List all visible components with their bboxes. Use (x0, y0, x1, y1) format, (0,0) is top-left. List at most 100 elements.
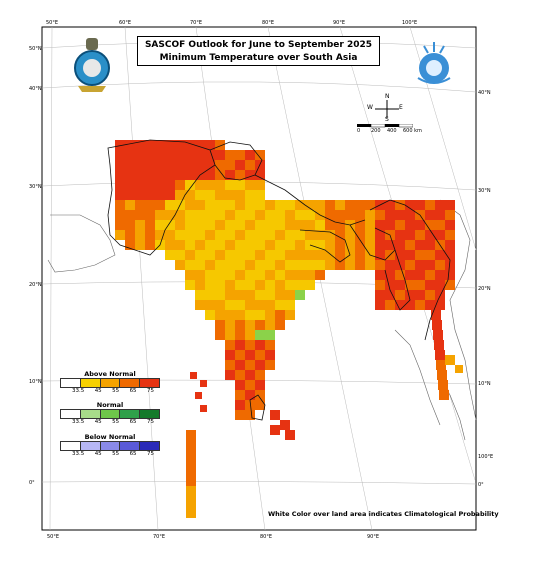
forecast-cell (235, 220, 245, 230)
forecast-cell (405, 200, 415, 210)
forecast-cell (255, 170, 265, 180)
legend-swatch (61, 442, 81, 450)
top-lon-label: 70°E (190, 20, 202, 26)
legend-swatch (120, 410, 141, 418)
forecast-cell (205, 170, 215, 180)
forecast-cell (365, 200, 375, 210)
forecast-cell (415, 280, 425, 290)
forecast-cell (295, 250, 305, 260)
legend-value: 55 (112, 419, 120, 425)
forecast-cell (255, 300, 265, 310)
forecast-cell (305, 280, 315, 290)
forecast-cell (245, 220, 255, 230)
forecast-cell (235, 400, 245, 410)
forecast-cell (125, 190, 135, 200)
legend-swatch (100, 442, 121, 450)
forecast-cell (135, 200, 145, 210)
forecast-cell (275, 300, 285, 310)
forecast-cell (305, 220, 315, 230)
forecast-cell (275, 210, 285, 220)
forecast-cell (125, 230, 135, 240)
forecast-cell (225, 180, 235, 190)
forecast-cell (155, 160, 165, 170)
forecast-cell (185, 280, 195, 290)
forecast-cell (235, 240, 245, 250)
forecast-cell (265, 250, 275, 260)
forecast-cell (205, 180, 215, 190)
forecast-cell (285, 230, 295, 240)
forecast-grid (115, 140, 463, 518)
forecast-cell (415, 290, 425, 300)
forecast-cell (245, 320, 255, 330)
forecast-cell (175, 230, 185, 240)
forecast-cell (275, 200, 285, 210)
forecast-cell (165, 180, 175, 190)
forecast-cell (245, 280, 255, 290)
forecast-cell (115, 160, 125, 170)
forecast-cell (135, 180, 145, 190)
forecast-cell (155, 220, 165, 230)
left-lat-label: 0° (29, 480, 35, 486)
forecast-cell (215, 210, 225, 220)
forecast-cell (445, 270, 455, 280)
forecast-cell (295, 230, 305, 240)
forecast-cell (385, 270, 395, 280)
forecast-cell (235, 350, 245, 360)
forecast-cell (175, 260, 185, 270)
forecast-cell (235, 320, 245, 330)
forecast-cell (115, 210, 125, 220)
forecast-cell (115, 170, 125, 180)
forecast-cell (385, 210, 395, 220)
forecast-cell (155, 170, 165, 180)
forecast-cell (345, 240, 355, 250)
forecast-cell (255, 240, 265, 250)
forecast-cell (255, 330, 265, 340)
bottom-lon-label: 80°E (260, 534, 272, 540)
forecast-cell (245, 190, 255, 200)
forecast-cell (245, 380, 255, 390)
legend-value: 75 (147, 388, 154, 394)
forecast-cell (295, 290, 305, 300)
forecast-cell (235, 250, 245, 260)
forecast-cell (195, 280, 205, 290)
forecast-cell (435, 260, 445, 270)
forecast-cell (245, 260, 255, 270)
forecast-cell (185, 200, 195, 210)
forecast-cell (405, 270, 415, 280)
forecast-cell (435, 200, 445, 210)
forecast-cell (385, 280, 395, 290)
forecast-cell (385, 220, 395, 230)
forecast-cell (285, 310, 295, 320)
forecast-cell (395, 290, 405, 300)
forecast-cell (185, 230, 195, 240)
legend-swatch (140, 410, 159, 418)
forecast-cell (205, 270, 215, 280)
forecast-cell (395, 200, 405, 210)
forecast-cell (265, 350, 275, 360)
forecast-cell (185, 270, 195, 280)
forecast-cell (186, 502, 196, 510)
forecast-cell (405, 250, 415, 260)
forecast-cell (335, 200, 345, 210)
forecast-cell (145, 180, 155, 190)
forecast-cell (245, 360, 255, 370)
forecast-cell (155, 150, 165, 160)
forecast-cell (195, 140, 205, 150)
forecast-cell (325, 230, 335, 240)
forecast-cell (215, 270, 225, 280)
forecast-cell (395, 300, 405, 310)
forecast-cell (225, 220, 235, 230)
forecast-cell (245, 270, 255, 280)
forecast-cell (415, 220, 425, 230)
forecast-cell (185, 190, 195, 200)
forecast-cell (245, 150, 255, 160)
forecast-cell (135, 230, 145, 240)
forecast-cell (445, 355, 455, 365)
forecast-cell (215, 170, 225, 180)
country-borders (107, 139, 451, 421)
scale-bar-graphic (357, 124, 413, 128)
forecast-cell (165, 200, 175, 210)
forecast-cell (375, 230, 385, 240)
forecast-cell (205, 200, 215, 210)
forecast-cell (355, 200, 365, 210)
